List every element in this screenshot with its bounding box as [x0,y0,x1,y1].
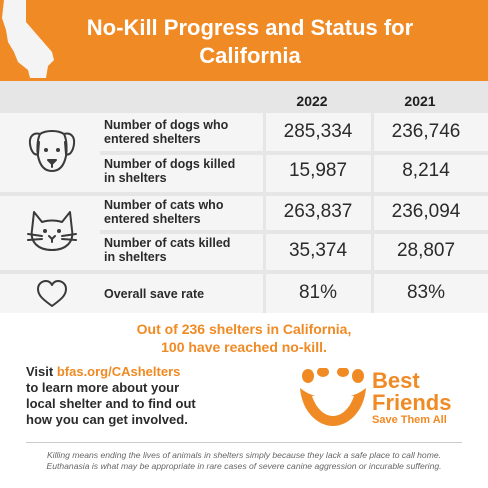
california-outline-icon [2,0,54,78]
row-label-save-rate: Overall save rate [104,287,205,301]
row-label-dogs-killed: Number of dogs killed in shelters [104,157,236,185]
page-title: No-Kill Progress and Status for Californ… [40,14,460,70]
value-cats-killed-2022: 35,374 [288,240,348,261]
heart-icon [37,280,67,307]
shelter-summary: Out of 236 shelters in California, 100 h… [136,321,352,355]
dog-icon [28,130,76,172]
value-dogs-killed-2021: 8,214 [402,160,450,181]
row-divider [100,230,488,234]
value-cats-killed-2021: 28,807 [396,240,456,261]
value-dogs-entered-2022: 285,334 [283,121,353,142]
year-header-2022: 2022 [296,93,328,109]
value-dogs-entered-2021: 236,746 [391,121,461,142]
row-label-cats-killed: Number of cats killed in shelters [104,236,231,264]
value-cats-entered-2021: 236,094 [391,201,461,222]
best-friends-halo-logo [300,368,366,426]
column-divider [371,113,374,313]
value-save-rate-2022: 81% [298,282,338,303]
value-dogs-killed-2022: 15,987 [288,160,348,181]
visit-callout: Visit bfas.org/CAshelters to learn more … [26,364,196,427]
save-rate-group [0,274,488,313]
column-divider [263,113,266,313]
footer-divider [26,442,462,443]
title-line-2: California [199,43,301,68]
disclaimer-text: Killing means ending the lives of animal… [46,450,442,471]
shelter-lookup-link[interactable]: bfas.org/CAshelters [56,364,181,379]
best-friends-logo-text: Best Friends Save Them All [372,368,452,427]
title-line-1: No-Kill Progress and Status for [86,15,414,40]
row-label-dogs-entered: Number of dogs who entered shelters [104,118,229,146]
row-label-cats-entered: Number of cats who entered shelters [104,198,224,226]
year-header-2021: 2021 [404,93,436,109]
value-save-rate-2021: 83% [406,282,446,303]
header-banner: No-Kill Progress and Status for Californ… [0,0,488,81]
row-divider [100,151,488,155]
cat-icon [27,211,77,251]
value-cats-entered-2022: 263,837 [283,201,353,222]
